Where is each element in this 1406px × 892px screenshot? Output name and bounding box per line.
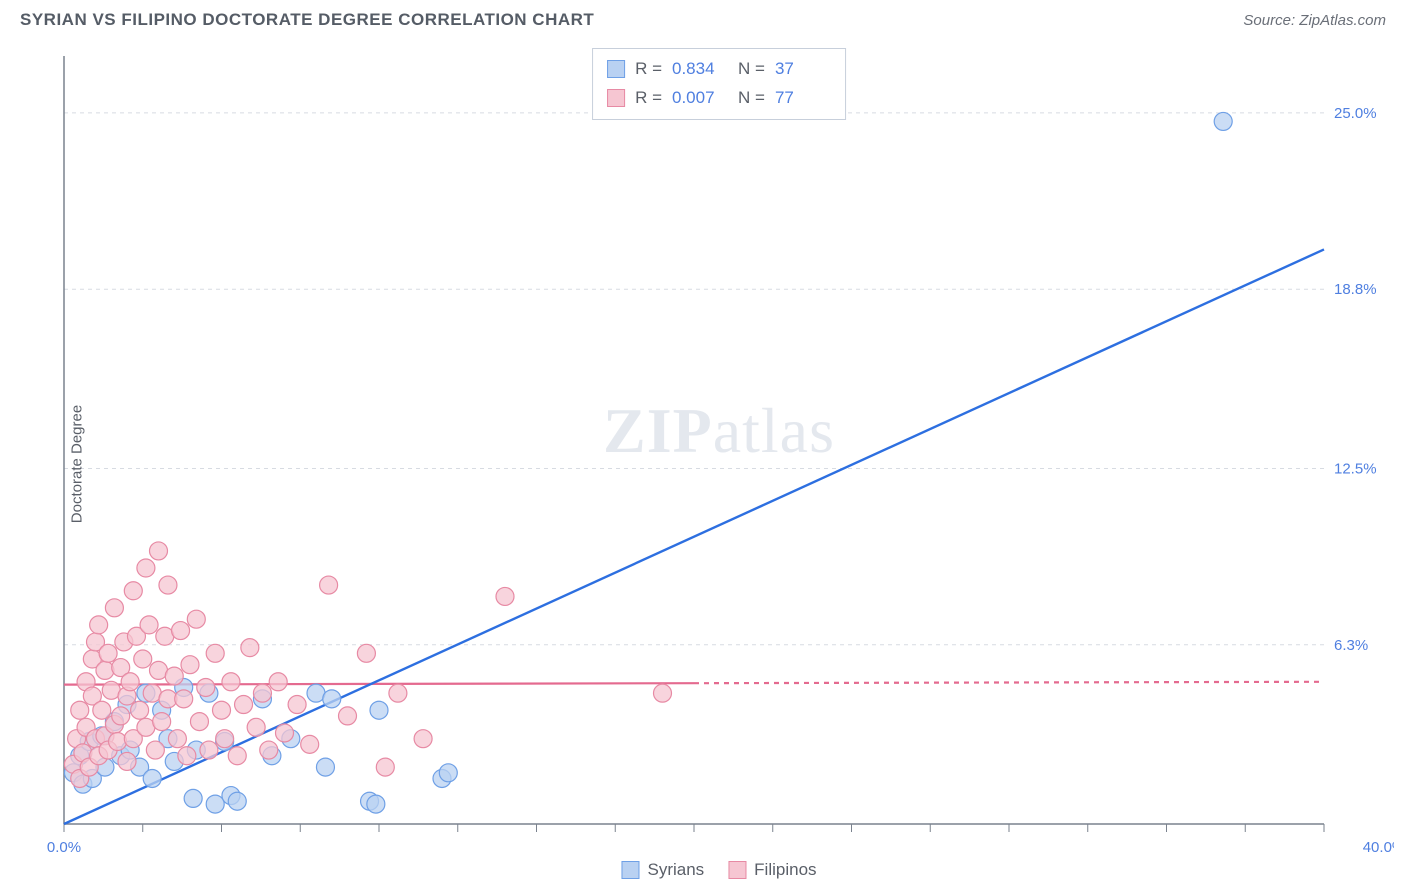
n-label: N =	[738, 55, 765, 84]
chart-area: Doctorate Degree 6.3% 12.5% 18.8% 25.0% 0.0%…	[44, 48, 1394, 880]
r-label: R =	[635, 84, 662, 113]
scatter-plot-svg: 6.3% 12.5% 18.8% 25.0% 0.0% 40.0%	[44, 48, 1394, 880]
svg-text:18.8%: 18.8%	[1334, 281, 1377, 298]
legend-label-filipinos: Filipinos	[754, 860, 816, 880]
filipinos-r-value: 0.007	[672, 84, 728, 113]
svg-text:6.3%: 6.3%	[1334, 637, 1368, 654]
filipinos-n-value: 77	[775, 84, 831, 113]
stats-row-syrians: R = 0.834 N = 37	[607, 55, 831, 84]
swatch-filipinos	[728, 861, 746, 879]
y-axis-label: Doctorate Degree	[69, 405, 86, 523]
svg-text:40.0%: 40.0%	[1363, 839, 1394, 856]
legend-item-syrians: Syrians	[621, 860, 704, 880]
swatch-syrians	[621, 861, 639, 879]
source-link[interactable]: ZipAtlas.com	[1299, 12, 1386, 29]
legend-label-syrians: Syrians	[647, 860, 704, 880]
source-prefix: Source:	[1243, 12, 1299, 29]
chart-title: SYRIAN VS FILIPINO DOCTORATE DEGREE CORR…	[20, 10, 594, 30]
header: SYRIAN VS FILIPINO DOCTORATE DEGREE CORR…	[0, 0, 1406, 44]
syrians-n-value: 37	[775, 55, 831, 84]
svg-text:25.0%: 25.0%	[1334, 105, 1377, 122]
source-attribution: Source: ZipAtlas.com	[1243, 12, 1386, 29]
n-label: N =	[738, 84, 765, 113]
legend-item-filipinos: Filipinos	[728, 860, 816, 880]
r-label: R =	[635, 55, 662, 84]
bottom-legend: Syrians Filipinos	[621, 860, 816, 880]
svg-text:12.5%: 12.5%	[1334, 460, 1377, 477]
swatch-filipinos	[607, 89, 625, 107]
syrians-r-value: 0.834	[672, 55, 728, 84]
svg-text:0.0%: 0.0%	[47, 839, 81, 856]
swatch-syrians	[607, 60, 625, 78]
stats-row-filipinos: R = 0.007 N = 77	[607, 84, 831, 113]
stats-legend-box: R = 0.834 N = 37 R = 0.007 N = 77	[592, 48, 846, 120]
